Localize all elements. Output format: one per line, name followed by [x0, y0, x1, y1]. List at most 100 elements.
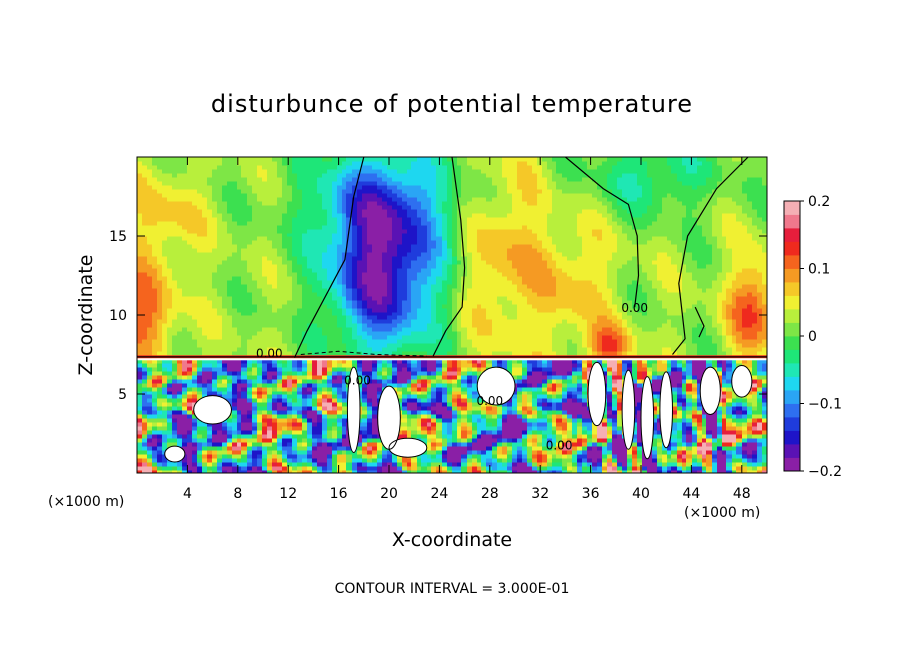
heatmap-cell — [152, 239, 158, 245]
heatmap-cell — [407, 374, 413, 380]
heatmap-cell — [257, 224, 263, 230]
heatmap-cell — [172, 271, 178, 277]
heatmap-cell — [282, 469, 288, 473]
heatmap-cell — [222, 358, 228, 364]
heatmap-cell — [312, 326, 318, 332]
heatmap-cell — [342, 196, 348, 202]
heatmap-cell — [317, 180, 323, 186]
heatmap-cell — [237, 220, 243, 226]
heatmap-cell — [207, 208, 213, 214]
heatmap-cell — [282, 334, 288, 340]
heatmap-cell — [182, 378, 188, 384]
heatmap-cell — [292, 425, 298, 431]
heatmap-cell — [411, 374, 418, 380]
heatmap-cell — [252, 370, 258, 376]
heatmap-cell — [357, 303, 363, 309]
heatmap-cell — [247, 212, 253, 218]
heatmap-cell — [237, 429, 243, 435]
heatmap-cell — [272, 461, 278, 467]
heatmap-cell — [142, 271, 148, 277]
heatmap-cell — [147, 176, 153, 182]
heatmap-cell — [157, 184, 163, 190]
heatmap-cell — [157, 188, 163, 194]
heatmap-cell — [442, 437, 448, 443]
heatmap-cell — [302, 469, 308, 473]
heatmap-cell — [202, 216, 208, 222]
heatmap-cell — [411, 318, 418, 324]
heatmap-cell — [372, 338, 378, 344]
heatmap-cell — [342, 160, 348, 166]
heatmap-cell — [157, 247, 163, 253]
heatmap-cell — [407, 382, 413, 388]
heatmap-cell — [202, 330, 208, 336]
heatmap-cell — [297, 366, 303, 372]
heatmap-cell — [282, 315, 288, 320]
heatmap-cell — [287, 279, 293, 285]
heatmap-cell — [357, 330, 363, 336]
heatmap-cell — [442, 243, 448, 249]
heatmap-cell — [407, 247, 413, 253]
heatmap-cell — [232, 437, 238, 443]
heatmap-cell — [287, 236, 293, 241]
heatmap-cell — [307, 291, 313, 297]
heatmap-cell — [421, 350, 428, 356]
heatmap-cell — [182, 338, 188, 344]
heatmap-cell — [147, 160, 153, 166]
heatmap-cell — [327, 362, 333, 368]
heatmap-cell — [267, 200, 273, 206]
heatmap-cell — [267, 216, 273, 222]
heatmap-cell — [302, 437, 308, 443]
heatmap-cell — [411, 469, 418, 473]
heatmap-cell — [257, 180, 263, 186]
heatmap-cell — [302, 318, 308, 324]
heatmap-cell — [172, 338, 178, 344]
heatmap-cell — [362, 271, 368, 277]
heatmap-cell — [212, 291, 218, 297]
heatmap-cell — [262, 295, 268, 301]
heatmap-cell — [232, 469, 238, 473]
heatmap-cell — [362, 200, 368, 206]
heatmap-cell — [332, 469, 338, 473]
heatmap-cell — [337, 409, 343, 415]
heatmap-cell — [342, 465, 348, 471]
heatmap-cell — [182, 287, 188, 293]
heatmap-cell — [352, 291, 358, 297]
heatmap-cell — [152, 350, 158, 356]
heatmap-cell — [342, 445, 348, 451]
heatmap-cell — [312, 382, 318, 388]
heatmap-cell — [147, 311, 153, 316]
heatmap-cell — [292, 291, 298, 297]
heatmap-cell — [237, 275, 243, 281]
heatmap-cell — [272, 271, 278, 277]
heatmap-cell — [322, 394, 328, 399]
heatmap-cell — [207, 318, 213, 324]
heatmap-cell — [392, 465, 398, 471]
heatmap-cell — [377, 184, 383, 190]
heatmap-cell — [217, 247, 223, 253]
heatmap-cell — [262, 180, 268, 186]
heatmap-cell — [307, 271, 313, 277]
heatmap-cell — [332, 157, 338, 162]
heatmap-cell — [346, 212, 353, 218]
heatmap-cell — [267, 239, 273, 245]
heatmap-cell — [307, 303, 313, 309]
heatmap-cell — [312, 401, 318, 407]
heatmap-cell — [222, 342, 228, 348]
heatmap-cell — [421, 318, 428, 324]
heatmap-cell — [272, 216, 278, 222]
heatmap-cell — [377, 168, 383, 174]
heatmap-cell — [357, 255, 363, 261]
heatmap-cell — [162, 157, 168, 162]
heatmap-cell — [372, 251, 378, 257]
heatmap-cell — [411, 291, 418, 297]
heatmap-cell — [387, 212, 393, 218]
heatmap-cell — [362, 378, 368, 384]
heatmap-cell — [357, 437, 363, 443]
heatmap-cell — [346, 299, 353, 305]
heatmap-cell — [287, 445, 293, 451]
heatmap-cell — [302, 370, 308, 376]
heatmap-cell — [157, 275, 163, 281]
heatmap-cell — [407, 366, 413, 372]
heatmap-cell — [407, 212, 413, 218]
heatmap-cell — [192, 318, 198, 324]
